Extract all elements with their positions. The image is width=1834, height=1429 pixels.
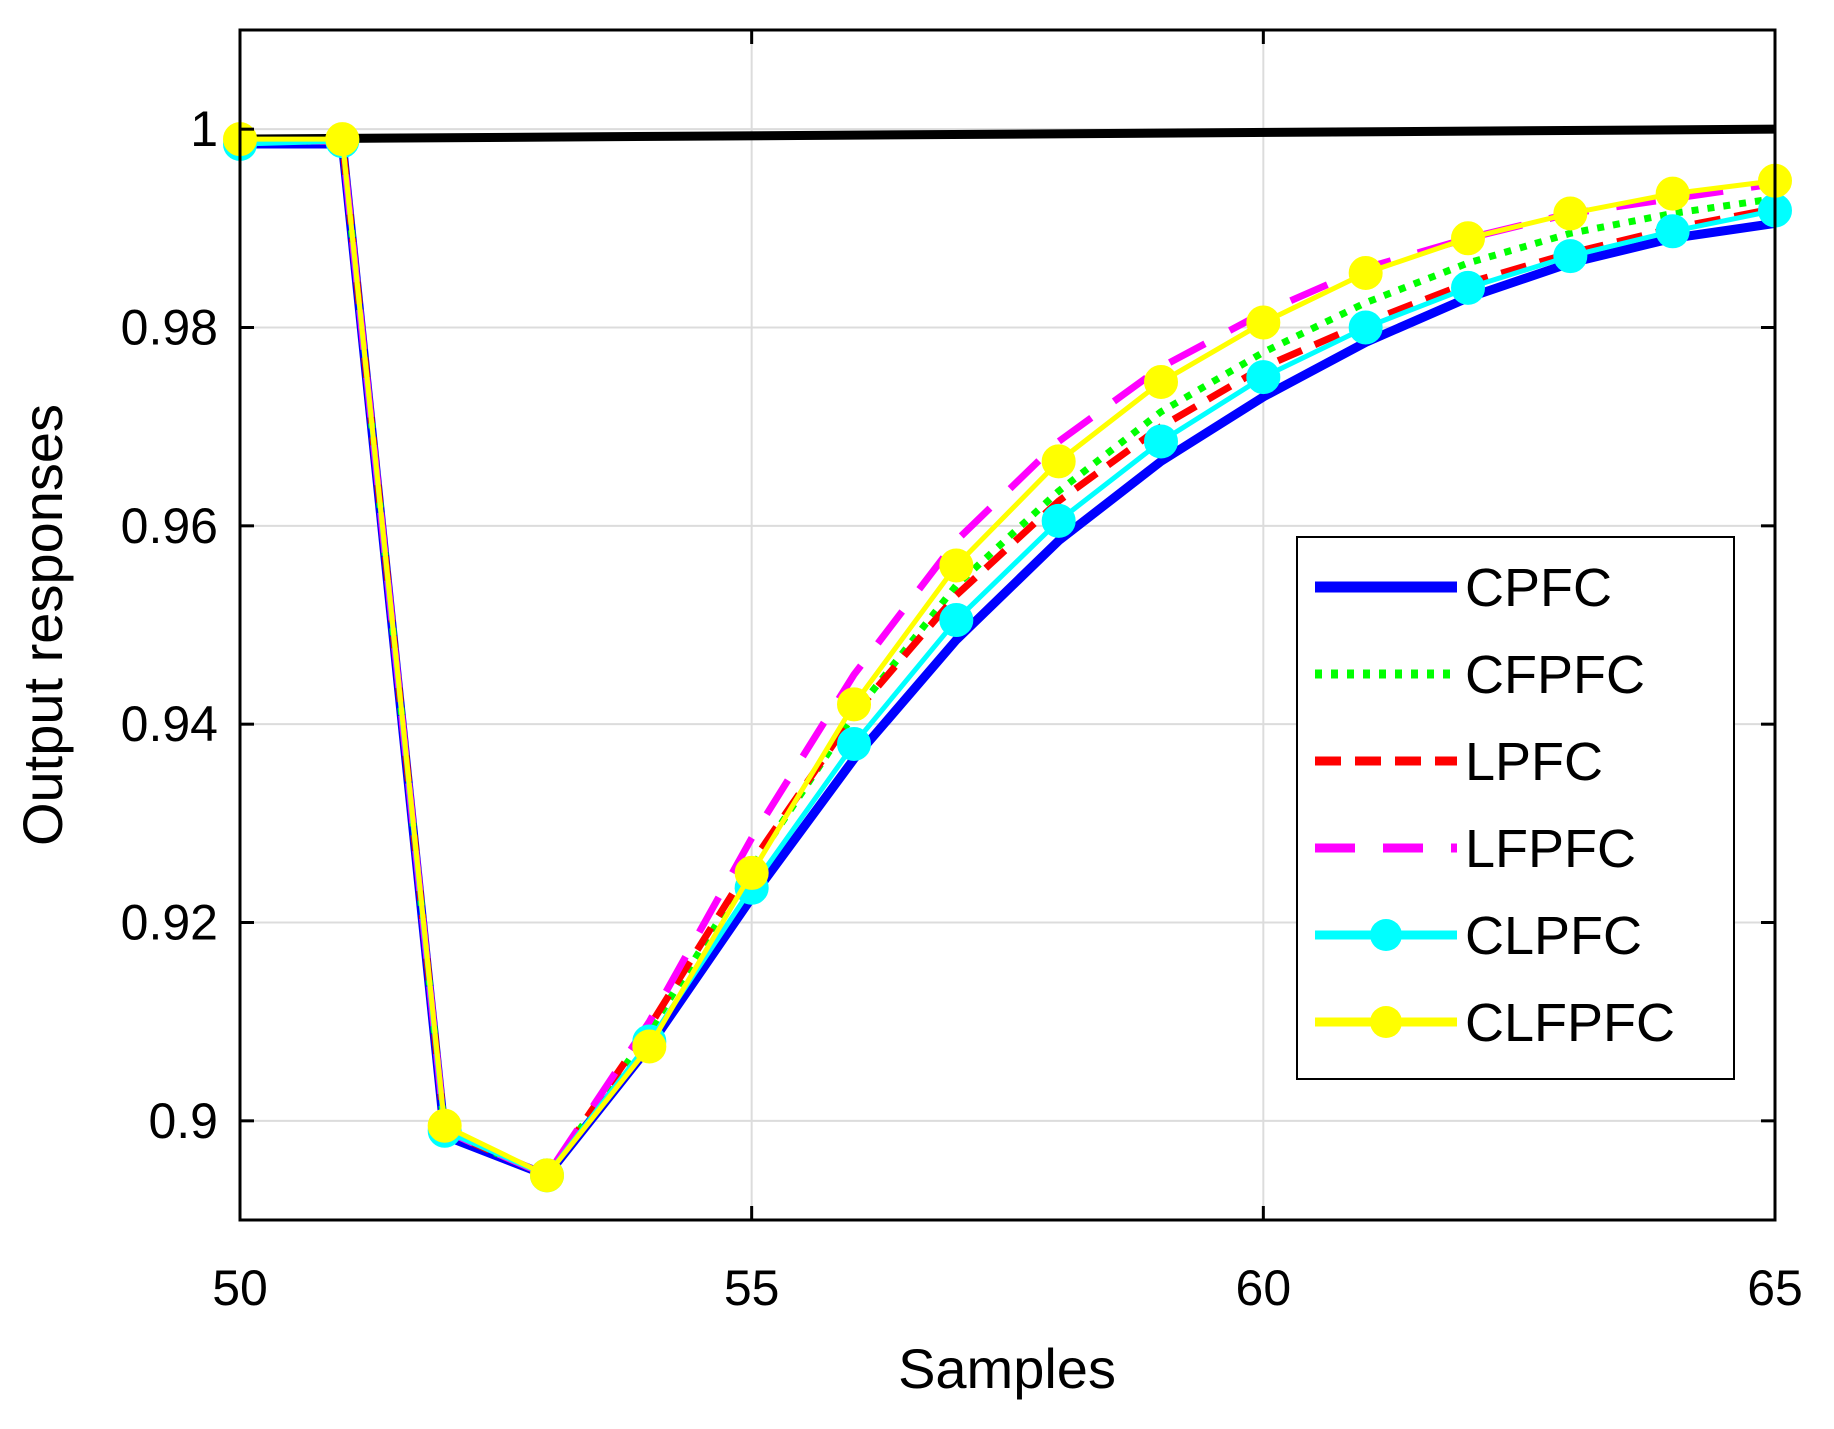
series-clfpfc [223,122,1792,1193]
data-point-clpfc [1451,270,1485,305]
data-point-clpfc [1655,214,1690,249]
y-tick-label: 0.92 [121,895,218,951]
y-tick-label: 0.96 [121,498,218,554]
x-tick-label: 50 [212,1260,268,1316]
data-point-clfpfc [734,855,769,890]
x-tick-label: 55 [724,1260,780,1316]
data-point-clpfc [1348,310,1383,345]
legend-marker-clpfc [1370,919,1402,951]
data-point-clfpfc [325,122,360,157]
legend-marker-clfpfc [1370,1006,1402,1038]
legend-label-lfpfc: LFPFC [1465,819,1636,879]
data-point-clfpfc [1553,196,1588,231]
data-point-clpfc [1041,503,1076,538]
legend-box [1296,536,1735,1080]
y-tick-label: 0.98 [121,300,218,356]
legend-item-cpfc: CPFC [1315,558,1612,618]
legend-item-clfpfc: CLFPFC [1315,993,1675,1053]
legend-item-lfpfc: LFPFC [1315,819,1636,879]
data-point-clfpfc [1348,255,1383,290]
data-point-clfpfc [1451,221,1485,256]
x-axis-label: Samples [898,1337,1116,1400]
legend-label-lpfc: LPFC [1465,732,1603,792]
y-tick-label: 0.9 [148,1093,218,1149]
y-tick-label: 0.94 [121,696,218,752]
x-tick-label: 65 [1747,1260,1803,1316]
y-axis-label: Output responses [11,404,74,846]
ticks: 50 55 60 65 0.9 0.92 0.94 0.96 0.98 1 [121,30,1803,1316]
series-line-lpfc [240,137,1776,1179]
data-point-clfpfc [1246,305,1281,340]
data-point-clpfc [1144,424,1178,459]
data-point-clpfc [837,727,871,761]
series-line-clfpfc [240,136,1776,1178]
legend: CPFC CFPFC LPFC LFPFC CLPFC CLFPFC [1296,536,1735,1080]
y-tick-label: 1 [190,101,218,157]
data-point-clfpfc [427,1108,462,1143]
data-point-clpfc [1246,360,1281,395]
data-point-clpfc [1553,239,1588,274]
x-tick-label: 60 [1236,1260,1292,1316]
legend-item-cfpfc: CFPFC [1315,645,1645,705]
legend-item-lpfc: LPFC [1315,732,1603,792]
data-point-clfpfc [1041,444,1076,479]
data-point-clfpfc [632,1029,667,1064]
data-point-clfpfc [837,687,871,722]
legend-label-cpfc: CPFC [1465,558,1612,618]
data-point-clfpfc [939,548,974,583]
legend-label-clfpfc: CLFPFC [1465,993,1675,1053]
data-point-clfpfc [1144,365,1178,400]
data-point-clpfc [939,603,974,638]
legend-label-clpfc: CLPFC [1465,906,1642,966]
legend-label-cfpfc: CFPFC [1465,645,1645,705]
plot-frame [238,28,1777,1222]
data-point-clfpfc [1655,176,1690,211]
series-lpfc [240,137,1776,1179]
reference-line [239,124,1776,144]
data-point-clfpfc [530,1158,564,1193]
legend-item-clpfc: CLPFC [1315,906,1642,966]
